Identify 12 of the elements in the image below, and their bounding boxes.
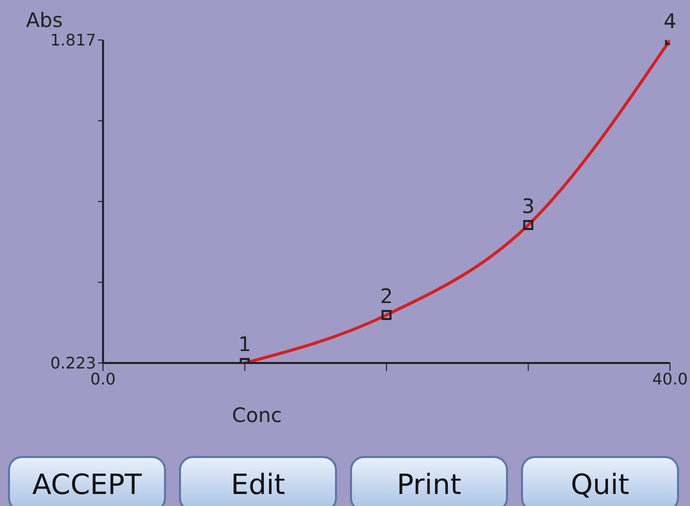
annotation: 1	[238, 332, 252, 356]
x-tick-label: 40.0	[652, 369, 688, 388]
annotation: 4	[664, 9, 676, 33]
button: ACCEPT	[8, 456, 166, 506]
y-tick-label: 1.817	[50, 30, 96, 50]
button: Print	[350, 456, 508, 506]
button: Edit	[179, 456, 337, 506]
annotation: 2	[380, 284, 393, 308]
annotation: 3	[522, 194, 535, 218]
button: Quit	[521, 456, 679, 506]
x-axis-title: Conc	[232, 403, 282, 427]
y-axis-title: Abs	[26, 8, 63, 32]
